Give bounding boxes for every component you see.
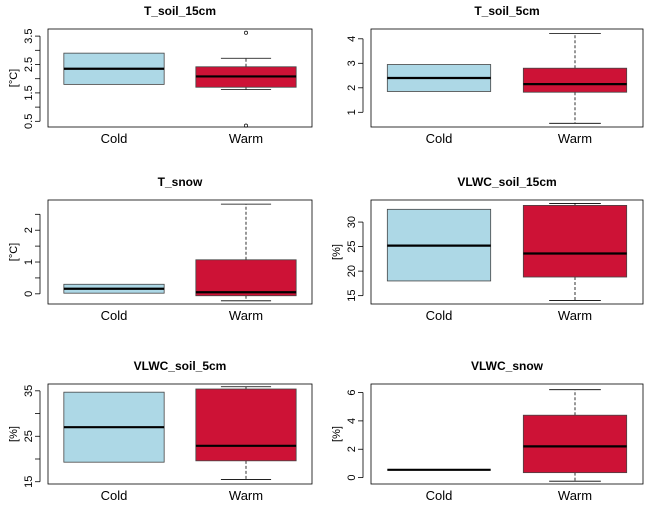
x-category-label: Cold: [426, 488, 453, 503]
y-axis-label: [°C]: [8, 69, 20, 87]
panel-title: VLWC_snow: [471, 359, 544, 373]
box-cold: [63, 391, 165, 463]
panel-title: T_soil_15cm: [144, 4, 216, 18]
plot-frame: [47, 383, 313, 485]
y-tick-label: 0: [23, 291, 35, 297]
y-tick-label: 25: [346, 240, 358, 252]
y-axis-label: [°C]: [8, 243, 20, 261]
y-tick-label: 4: [346, 418, 358, 424]
x-category-label: Cold: [101, 488, 128, 503]
x-category-label: Warm: [558, 308, 592, 323]
y-tick-label: 2: [23, 227, 35, 233]
panel-3: T_snow 0 1 2 [°C] Cold Warm: [8, 175, 313, 323]
y-tick-label: 1: [23, 259, 35, 265]
y-axis-label: [%]: [331, 426, 343, 442]
iqr-box: [522, 414, 628, 474]
panel-5: VLWC_soil_5cm 15 25 35 [%] Cold Warm: [8, 359, 313, 503]
panel-title: T_snow: [158, 175, 203, 189]
y-tick-label: 15: [23, 476, 35, 488]
y-tick-label: 0: [346, 475, 358, 481]
iqr-box: [522, 67, 628, 93]
box-warm: [522, 203, 628, 301]
plot-frame: [47, 28, 313, 128]
box-warm: [195, 386, 297, 480]
iqr-box: [195, 388, 297, 462]
plot-frame: [370, 28, 644, 128]
iqr-box: [195, 259, 297, 297]
y-tick-label: 2.5: [23, 57, 35, 72]
panel-1: T_soil_15cm 0.5 1.5 2.5 3.5 [°C] Cold Warm: [8, 4, 313, 146]
y-tick-label: 35: [23, 385, 35, 397]
x-category-label: Cold: [426, 308, 453, 323]
y-tick-label: 30: [346, 216, 358, 228]
panel-title: VLWC_soil_15cm: [457, 175, 556, 189]
box-warm: [522, 389, 628, 482]
y-tick-label: 15: [346, 290, 358, 302]
y-axis-label: [%]: [331, 244, 343, 260]
panel-6: VLWC_snow 0 2 4 6 [%] Cold Warm: [331, 359, 644, 503]
panel-title: VLWC_soil_5cm: [134, 359, 227, 373]
box-cold: [63, 52, 165, 85]
y-tick-label: 25: [23, 430, 35, 442]
box-cold: [386, 64, 492, 92]
x-category-label: Cold: [101, 131, 128, 146]
panel-title: T_soil_5cm: [474, 4, 539, 18]
plot-frame: [370, 383, 644, 485]
plot-frame: [370, 199, 644, 305]
x-category-label: Cold: [426, 131, 453, 146]
y-tick-label: 1: [346, 109, 358, 115]
panel-2: T_soil_5cm 1 2 3 4 Cold Warm: [346, 4, 644, 146]
y-tick-label: 3.5: [23, 28, 35, 43]
box-warm: [522, 33, 628, 124]
x-category-label: Warm: [558, 131, 592, 146]
y-axis-label: [%]: [8, 426, 20, 442]
panel-4: VLWC_soil_15cm 15 20 25 30 [%] Cold Warm: [331, 175, 644, 323]
iqr-box: [522, 204, 628, 278]
plot-frame: [47, 199, 313, 305]
box-warm: [195, 203, 297, 302]
y-tick-label: 0.5: [23, 114, 35, 129]
y-tick-label: 2: [346, 446, 358, 452]
y-tick-label: 1.5: [23, 85, 35, 100]
x-category-label: Warm: [558, 488, 592, 503]
box-warm: [195, 30, 297, 128]
box-cold: [63, 283, 165, 294]
y-tick-label: 3: [346, 60, 358, 66]
x-category-label: Warm: [229, 131, 263, 146]
y-tick-label: 2: [346, 85, 358, 91]
outlier-point: [244, 123, 248, 128]
x-category-label: Warm: [229, 308, 263, 323]
x-category-label: Warm: [229, 488, 263, 503]
outlier-point: [244, 30, 248, 35]
box-cold: [386, 208, 492, 282]
y-tick-label: 20: [346, 265, 358, 277]
x-category-label: Cold: [101, 308, 128, 323]
y-tick-label: 4: [346, 36, 358, 42]
y-tick-label: 6: [346, 389, 358, 395]
